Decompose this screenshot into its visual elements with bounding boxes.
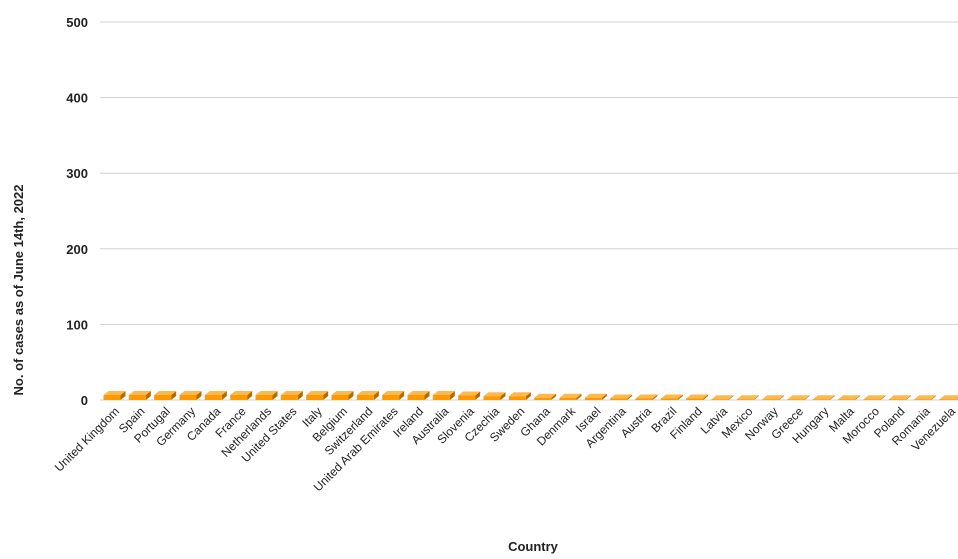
bar [484, 392, 506, 400]
bar [813, 395, 835, 400]
bar [180, 391, 202, 400]
y-tick-label: 0 [81, 393, 88, 408]
bar [281, 391, 303, 400]
bar [712, 395, 734, 400]
bar-top [788, 395, 810, 399]
y-axis-title: No. of cases as of June 14th, 2022 [11, 185, 26, 396]
bar-front [788, 399, 805, 400]
bar-top [889, 395, 911, 399]
y-axis-ticks: 0 100 200 300 400 500 [66, 15, 88, 408]
y-tick-label: 200 [66, 242, 88, 257]
bar [940, 395, 958, 400]
x-axis-category-labels: United KingdomSpainPortugalGermanyCanada… [52, 404, 958, 495]
bar-top [762, 395, 784, 399]
bar-front [686, 398, 703, 400]
bar [382, 391, 404, 400]
bar [762, 395, 784, 400]
bar [104, 391, 126, 400]
x-axis-title: Country [508, 539, 559, 554]
bar [306, 391, 328, 400]
bar [357, 391, 379, 400]
bar-front [180, 395, 197, 400]
bar-front [610, 398, 627, 400]
bar [737, 395, 759, 400]
bar [610, 394, 632, 400]
bar [205, 391, 227, 400]
bar [509, 392, 531, 400]
bar-front [230, 395, 247, 400]
gridlines [100, 22, 958, 400]
bar [230, 391, 252, 400]
bar-front [737, 399, 754, 400]
bar [433, 391, 455, 400]
bar [458, 391, 480, 400]
bar-front [813, 399, 830, 400]
bar-front [281, 395, 298, 400]
bar-front [636, 398, 653, 400]
bar [788, 395, 810, 400]
bar [838, 395, 860, 400]
bar-front [306, 395, 323, 400]
bar-front [864, 399, 881, 400]
bar-front [889, 399, 906, 400]
bar [332, 391, 354, 400]
bar [889, 395, 911, 400]
bar-top [864, 395, 886, 399]
bar-front [104, 395, 121, 400]
bar [154, 391, 176, 400]
bar-front [940, 399, 957, 400]
y-tick-label: 500 [66, 15, 88, 30]
bar [864, 395, 886, 400]
bar-front [129, 395, 146, 400]
bar-front [914, 399, 931, 400]
bar-front [458, 395, 475, 400]
bar-front [661, 398, 678, 400]
bar-top [737, 395, 759, 399]
bar-front [838, 399, 855, 400]
bar [408, 391, 430, 400]
bar [534, 394, 556, 400]
y-tick-label: 100 [66, 317, 88, 332]
bar [585, 394, 607, 400]
bar-top [813, 395, 835, 399]
bar [129, 391, 151, 400]
bars [104, 391, 958, 400]
y-tick-label: 400 [66, 91, 88, 106]
bar-front [509, 396, 526, 400]
bar [636, 394, 658, 400]
bar-front [762, 399, 779, 400]
bar-front [560, 398, 577, 400]
bar [661, 394, 683, 400]
bar-front [433, 395, 450, 400]
bar-front [256, 395, 273, 400]
bar-front [357, 395, 374, 400]
bar-front [154, 395, 171, 400]
bar-top [838, 395, 860, 399]
bar-front [484, 396, 501, 400]
bar [914, 395, 936, 400]
bar-top [914, 395, 936, 399]
bar-front [382, 395, 399, 400]
bar [256, 391, 278, 400]
bar-front [205, 395, 222, 400]
bar-top [712, 395, 734, 399]
y-tick-label: 300 [66, 166, 88, 181]
bar-front [534, 398, 551, 400]
bar-front [585, 398, 602, 400]
bar-top [940, 395, 958, 399]
bar-front [712, 399, 729, 400]
bar-front [408, 395, 425, 400]
bar [686, 394, 708, 400]
bar [560, 394, 582, 400]
x-category-label: United Kingdom [52, 404, 122, 474]
bar-front [332, 395, 349, 400]
